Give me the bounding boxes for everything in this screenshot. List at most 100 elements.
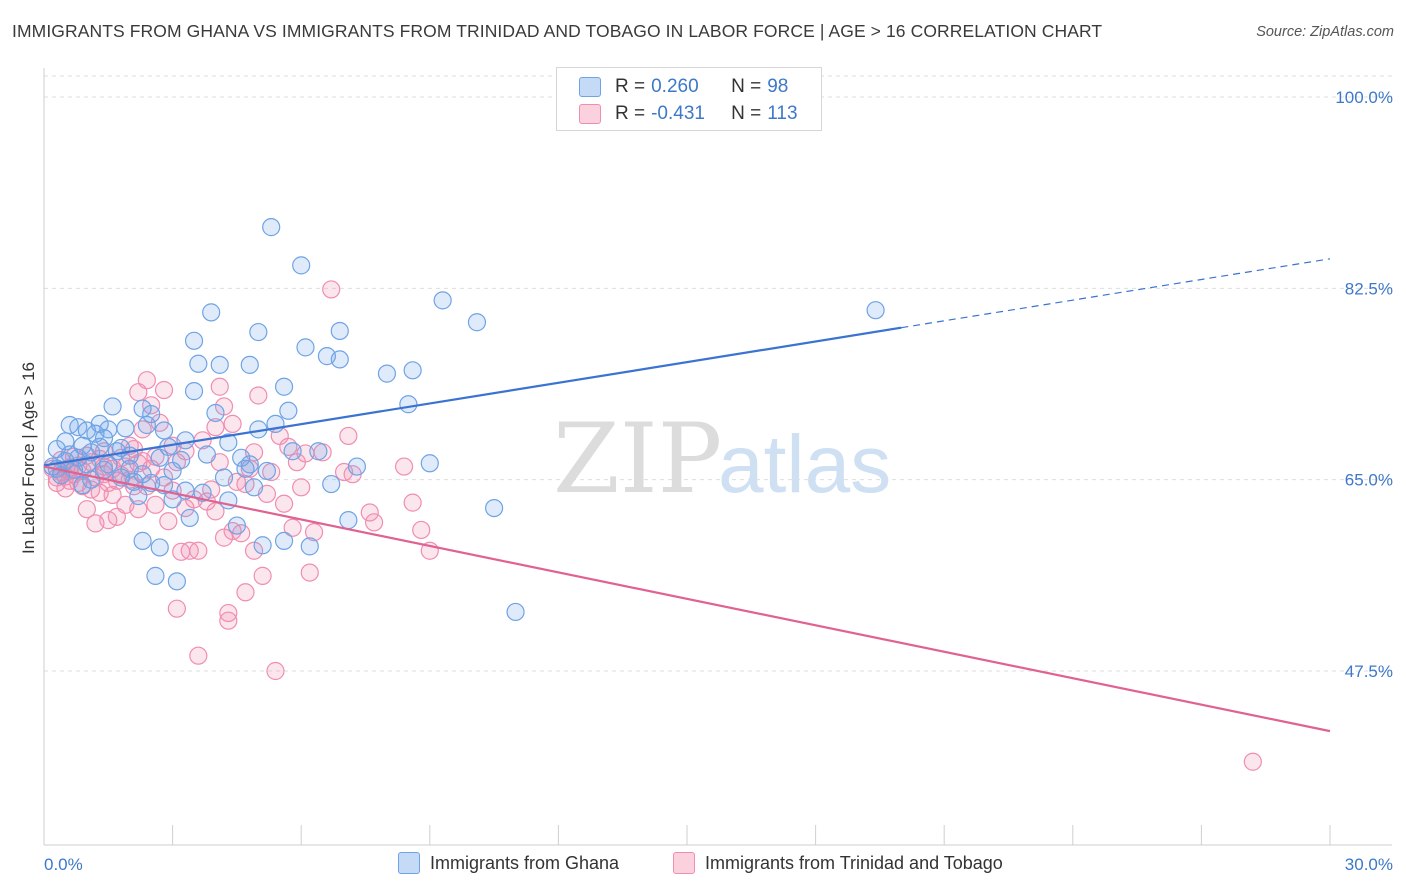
source-label: Source: ZipAtlas.com <box>1256 24 1394 40</box>
trinidad-point <box>236 583 255 602</box>
ghana-point <box>193 483 212 502</box>
ghana-point <box>274 531 294 550</box>
ghana-points <box>43 218 885 622</box>
trinidad-point <box>189 646 208 665</box>
r-value: -0.431 <box>651 103 705 124</box>
trinidad-point <box>189 541 208 560</box>
trinidad-points <box>43 280 1262 771</box>
ghana-point <box>189 354 208 373</box>
watermark: ZIP atlas <box>553 403 891 515</box>
ghana-point <box>485 498 504 518</box>
ghana-point <box>180 508 199 528</box>
ghana-point <box>283 442 302 461</box>
r-label: R = <box>615 76 646 97</box>
ghana-point <box>129 486 148 506</box>
trinidad-point <box>249 386 268 405</box>
trinidad-swatch <box>579 104 601 124</box>
trinidad-point <box>292 478 311 497</box>
trinidad-legend-swatch <box>673 852 695 874</box>
ghana-point <box>163 490 182 509</box>
ghana-point <box>137 415 156 435</box>
ghana-point <box>433 291 452 310</box>
trinidad-point <box>154 380 174 400</box>
trinidad-point <box>137 371 156 390</box>
ghana-point <box>184 382 204 401</box>
ghana-point <box>150 538 169 557</box>
trinidad-point <box>219 603 238 623</box>
trinidad-point <box>103 485 122 505</box>
ghana-point <box>227 516 246 535</box>
trinidad-point <box>394 457 414 476</box>
stats-legend: R = 0.260 N = 98 R = -0.431 N = 113 <box>556 67 822 131</box>
ghana-point <box>347 457 367 476</box>
ghana-point <box>292 256 311 275</box>
trinidad-point <box>339 426 358 446</box>
trinidad-point <box>322 280 341 299</box>
axes <box>43 68 1392 846</box>
trinidad-point <box>274 494 294 513</box>
ghana-point <box>244 478 264 497</box>
ghana-point <box>116 419 135 438</box>
ghana-point <box>197 445 216 464</box>
ghana-point <box>300 537 319 556</box>
legend-item-trinidad[interactable]: Immigrants from Trinidad and Tobago <box>673 852 1003 874</box>
y-tick-label: 100.0% <box>1335 88 1393 107</box>
ghana-point <box>377 364 397 383</box>
chart-title: IMMIGRANTS FROM GHANA VS IMMIGRANTS FROM… <box>12 21 1103 41</box>
ghana-point <box>322 474 341 494</box>
ghana-point <box>146 566 165 585</box>
trinidad-point <box>167 599 186 618</box>
trinidad-point <box>77 500 96 519</box>
trinidad-point <box>412 520 431 540</box>
ghana-point <box>339 511 358 530</box>
ghana-point <box>184 331 204 350</box>
n-value: 98 <box>767 76 789 97</box>
ghana-point <box>506 602 525 622</box>
trinidad-point <box>364 513 384 532</box>
x-tick-label: 30.0% <box>1345 855 1393 874</box>
trinidad-point <box>300 563 319 582</box>
ghana-point <box>399 395 418 414</box>
ghana-point <box>403 361 422 380</box>
trinidad-point <box>403 493 422 512</box>
trinidad-point <box>304 523 324 542</box>
r-value: 0.260 <box>651 76 699 97</box>
ghana-point <box>257 461 277 481</box>
n-label: N = <box>731 103 762 124</box>
y-tick-label: 82.5% <box>1345 279 1393 298</box>
trinidad-point <box>206 418 225 437</box>
ghana-point <box>94 429 114 448</box>
ghana-point <box>202 303 221 322</box>
trinidad-point <box>219 611 238 630</box>
trinidad-point <box>253 566 272 585</box>
y-tick-label: 65.0% <box>1345 471 1393 490</box>
watermark-zip: ZIP <box>553 403 722 515</box>
watermark-atlas: atlas <box>718 419 891 510</box>
ghana-point <box>154 421 174 440</box>
ghana-point <box>262 218 281 237</box>
ghana-point <box>103 397 122 416</box>
ghana-point <box>296 338 315 357</box>
ghana-point <box>236 459 255 478</box>
ghana-point <box>467 313 487 332</box>
ghana-point <box>172 450 191 470</box>
r-label: R = <box>615 103 646 124</box>
legend-label-ghana: Immigrants from Ghana <box>430 852 620 873</box>
ghana-point <box>142 404 161 424</box>
ghana-point <box>249 322 268 342</box>
legend-label-trinidad: Immigrants from Trinidad and Tobago <box>705 852 1003 873</box>
trinidad-point <box>223 414 242 434</box>
ghana-trend-line <box>43 326 902 467</box>
trinidad-point <box>266 661 285 681</box>
x-tick-labels: 0.0% 30.0% <box>44 855 1393 874</box>
trinidad-point <box>1243 752 1262 771</box>
y-tick-labels: 47.5% 65.0% 82.5% 100.0% <box>1335 88 1393 681</box>
ghana-point <box>330 321 349 341</box>
y-tick-label: 47.5% <box>1345 662 1393 681</box>
stats-row-ghana: R = 0.260 N = 98 <box>579 75 788 99</box>
ghana-legend-swatch <box>398 852 420 874</box>
legend-item-ghana[interactable]: Immigrants from Ghana <box>398 852 619 874</box>
trinidad-point <box>283 518 302 537</box>
ghana-point <box>274 377 294 396</box>
ghana-point <box>167 572 186 591</box>
